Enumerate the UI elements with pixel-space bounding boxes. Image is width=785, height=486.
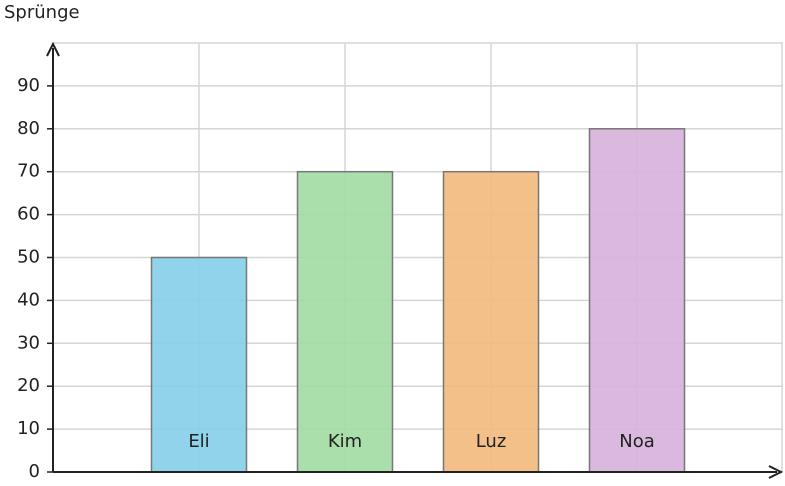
y-tick-label: 50	[17, 247, 40, 268]
y-tick-label: 90	[17, 75, 40, 96]
bar	[296, 170, 394, 473]
y-tick-label: 10	[17, 418, 40, 439]
bar	[150, 256, 248, 473]
y-tick-label: 30	[17, 332, 40, 353]
y-axis-arrow	[46, 41, 60, 57]
labels: Eli Kim Luz Noa	[188, 431, 654, 452]
y-tick-label: 80	[17, 118, 40, 139]
category-label: Noa	[619, 431, 655, 452]
y-tick-label: 20	[17, 375, 40, 396]
bar	[442, 170, 540, 473]
y-tick-label: 0	[29, 461, 40, 482]
y-tick-label: 60	[17, 204, 40, 225]
axes	[46, 41, 784, 479]
bars	[150, 128, 686, 473]
y-tick-label: 40	[17, 289, 40, 310]
x-axis-arrow	[768, 465, 784, 479]
category-label: Luz	[476, 431, 507, 452]
bar	[588, 128, 686, 473]
category-label: Kim	[328, 431, 362, 452]
y-axis-label: Sprünge	[4, 2, 80, 23]
y-tick-label: 70	[17, 161, 40, 182]
category-label: Eli	[188, 431, 209, 452]
